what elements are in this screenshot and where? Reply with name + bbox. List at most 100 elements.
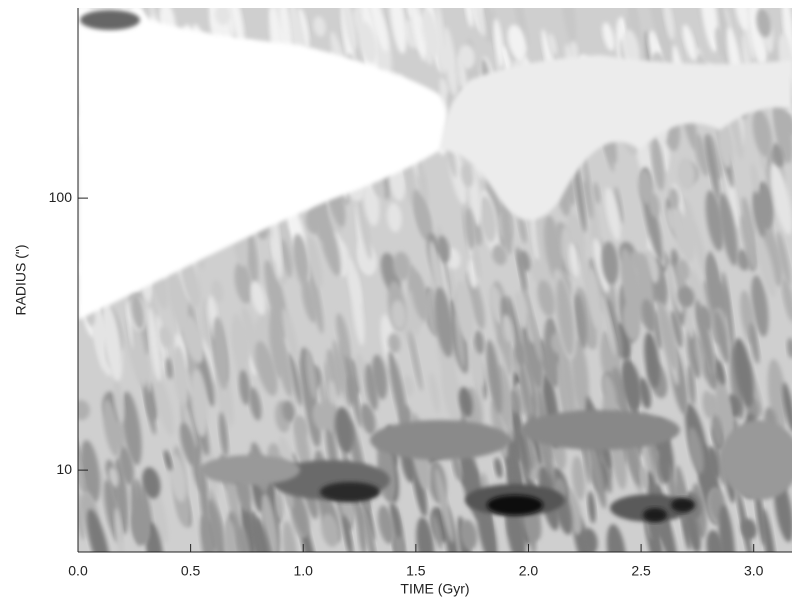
contour-fill bbox=[408, 330, 423, 392]
contour-fill bbox=[342, 8, 357, 50]
contour-fill bbox=[641, 299, 656, 333]
contour-fill bbox=[500, 195, 513, 255]
contour-fill bbox=[487, 495, 543, 515]
contour-fill bbox=[275, 490, 284, 520]
contour-fill bbox=[771, 95, 792, 164]
contour-fill bbox=[715, 360, 726, 386]
contour-fill bbox=[357, 21, 378, 63]
contour-fill bbox=[498, 330, 513, 377]
contour-fill bbox=[326, 348, 341, 397]
contour-fill bbox=[132, 317, 147, 388]
contour-fill bbox=[114, 507, 125, 552]
contour-fill bbox=[761, 508, 777, 552]
contour-fill bbox=[556, 278, 574, 356]
contour-fill bbox=[388, 350, 408, 429]
contour-fill bbox=[387, 202, 402, 233]
contour-fill bbox=[460, 519, 478, 550]
contour-fill bbox=[512, 402, 530, 478]
contour-fill bbox=[513, 291, 529, 330]
contour-fill bbox=[153, 373, 174, 437]
contour-fill bbox=[342, 515, 353, 552]
contour-fill bbox=[207, 498, 227, 552]
contour-fill bbox=[705, 134, 720, 201]
y-axis-label: RADIUS (") bbox=[13, 244, 29, 315]
contour-fill bbox=[454, 313, 465, 368]
contour-fill bbox=[518, 216, 527, 244]
contour-fill bbox=[514, 342, 526, 365]
contour-fill bbox=[472, 8, 486, 38]
contour-fill bbox=[101, 302, 123, 382]
contour-fill bbox=[113, 379, 125, 423]
contour-fill bbox=[190, 369, 208, 438]
contour-fill bbox=[601, 241, 619, 285]
contour-fill bbox=[651, 137, 665, 191]
contour-fill bbox=[614, 186, 624, 224]
contour-fill bbox=[602, 22, 615, 51]
contour-fill bbox=[355, 185, 372, 260]
contour-fill bbox=[520, 312, 544, 390]
contour-fill bbox=[307, 236, 323, 288]
contour-fill bbox=[223, 520, 240, 552]
contour-fill bbox=[355, 353, 370, 403]
contour-fill bbox=[461, 164, 474, 188]
contour-fill bbox=[78, 8, 448, 320]
contour-fill bbox=[638, 377, 652, 410]
contour-fill bbox=[180, 254, 201, 308]
contour-fill bbox=[756, 233, 776, 298]
contour-fill bbox=[434, 287, 454, 358]
contour-fill bbox=[165, 357, 173, 380]
contour-fill bbox=[587, 437, 607, 509]
contour-fill bbox=[447, 267, 456, 312]
contour-fill bbox=[648, 193, 660, 218]
contour-fill bbox=[238, 369, 251, 406]
contour-fill bbox=[643, 508, 667, 522]
y-tick-label: 100 bbox=[49, 189, 73, 205]
contour-fill bbox=[658, 450, 671, 484]
contour-fill bbox=[452, 455, 463, 481]
contour-fill bbox=[271, 211, 283, 279]
contour-fill bbox=[167, 270, 187, 332]
contour-fill bbox=[421, 9, 440, 58]
contour-fill bbox=[736, 249, 750, 271]
contour-fill bbox=[752, 190, 767, 238]
x-tick-label: 3.0 bbox=[744, 563, 764, 579]
contour-fill bbox=[520, 410, 680, 450]
contour-fill bbox=[172, 345, 189, 406]
contour-fill bbox=[320, 482, 380, 502]
contour-fill bbox=[750, 163, 759, 194]
contour-fill bbox=[668, 187, 679, 209]
contour-fill bbox=[531, 258, 546, 285]
contour-fill bbox=[212, 316, 229, 390]
contour-fill bbox=[574, 293, 588, 350]
y-tick-label: 10 bbox=[56, 461, 72, 477]
contour-fill bbox=[694, 133, 710, 177]
contour-fill bbox=[402, 375, 414, 397]
contour-fill bbox=[586, 268, 602, 329]
contour-fill bbox=[370, 420, 510, 460]
contour-fill bbox=[691, 220, 708, 277]
contour-fill bbox=[705, 190, 724, 252]
contour-fill bbox=[683, 503, 701, 552]
contour-fill bbox=[512, 8, 529, 48]
contour-fill bbox=[510, 346, 520, 375]
x-tick-label: 1.5 bbox=[406, 563, 426, 579]
contour-fill bbox=[687, 364, 696, 406]
contour-fill bbox=[593, 181, 601, 205]
contour-fill bbox=[476, 498, 498, 552]
contour-fill bbox=[573, 159, 587, 233]
contour-fill bbox=[644, 332, 660, 389]
contour-fill bbox=[223, 376, 234, 426]
contour-fill bbox=[236, 526, 250, 552]
contour-fill bbox=[600, 294, 617, 357]
contour-fill bbox=[763, 232, 783, 287]
contour-fill bbox=[711, 414, 724, 448]
contour-fill bbox=[358, 245, 377, 275]
contour-fill bbox=[718, 504, 736, 552]
contour-fill bbox=[78, 399, 90, 421]
contour-fill bbox=[523, 290, 542, 362]
contour-fill bbox=[756, 8, 772, 38]
contour-fill bbox=[301, 279, 318, 323]
contour-fill bbox=[494, 457, 503, 479]
contour-fill bbox=[215, 371, 230, 431]
contour-fill bbox=[102, 399, 120, 457]
